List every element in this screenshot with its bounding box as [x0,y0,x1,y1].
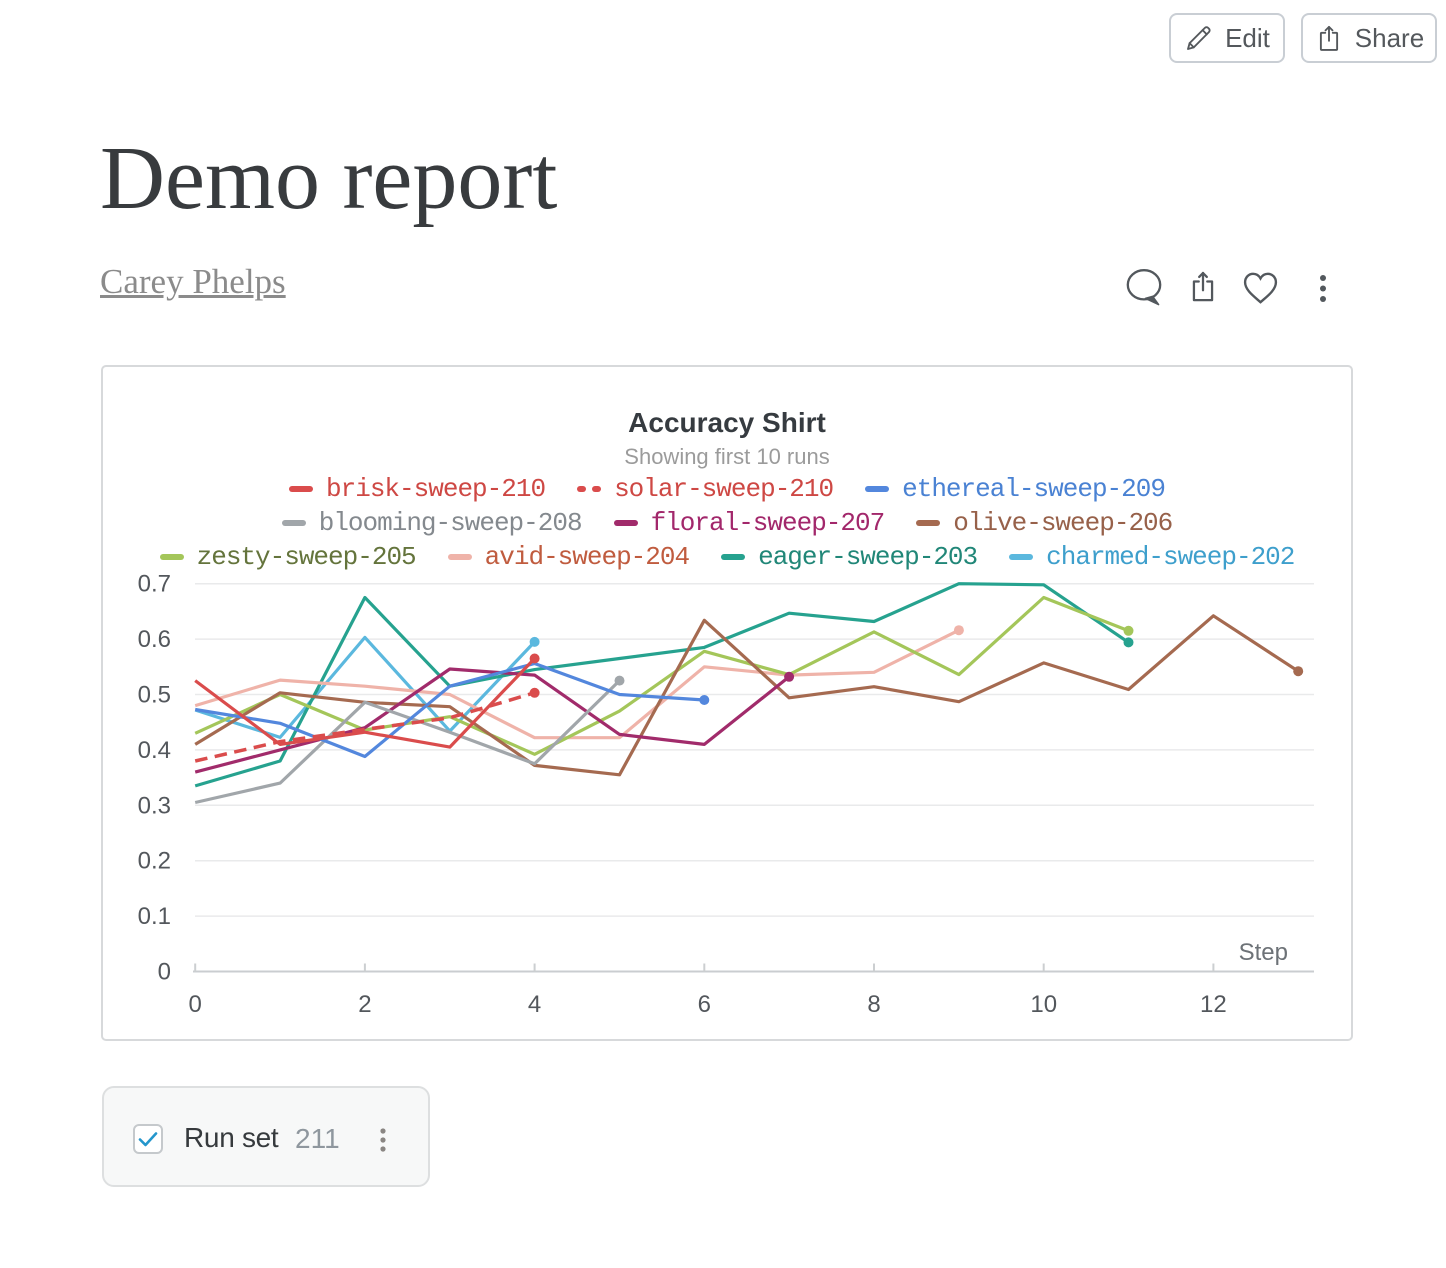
svg-text:0.6: 0.6 [138,626,171,653]
svg-text:0: 0 [158,959,171,986]
svg-text:4: 4 [528,991,541,1018]
svg-text:0.5: 0.5 [138,682,171,709]
svg-text:0.3: 0.3 [138,792,171,819]
svg-text:0.1: 0.1 [138,903,171,930]
svg-text:0.2: 0.2 [138,848,171,875]
svg-text:8: 8 [867,991,880,1018]
svg-text:Step: Step [1239,939,1288,966]
svg-text:0: 0 [189,991,202,1018]
svg-text:0.7: 0.7 [138,571,171,598]
svg-text:0.4: 0.4 [138,737,171,764]
svg-text:10: 10 [1030,991,1057,1018]
svg-text:12: 12 [1200,991,1227,1018]
svg-text:2: 2 [358,991,371,1018]
svg-text:6: 6 [698,991,711,1018]
